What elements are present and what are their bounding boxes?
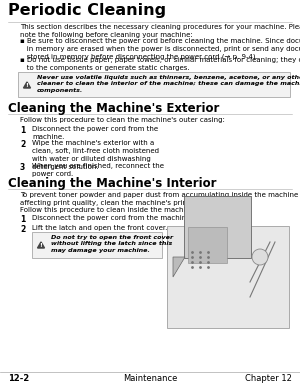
Text: Never use volatile liquids such as thinners, benzene, acetone, or any other chem: Never use volatile liquids such as thinn… — [37, 75, 300, 93]
Text: 1: 1 — [20, 126, 25, 135]
Text: ▪ Do not use tissue paper, paper towels, or similar materials for cleaning; they: ▪ Do not use tissue paper, paper towels,… — [20, 57, 300, 71]
Text: Periodic Cleaning: Periodic Cleaning — [8, 3, 166, 18]
Text: When you are finished, reconnect the
power cord.: When you are finished, reconnect the pow… — [32, 163, 164, 177]
Text: !: ! — [40, 244, 42, 249]
Text: Follow this procedure to clean the machine's outer casing:: Follow this procedure to clean the machi… — [20, 117, 225, 123]
Text: 12-2: 12-2 — [8, 374, 29, 383]
Text: Do not try to open the front cover
without lifting the latch since this
may dama: Do not try to open the front cover witho… — [51, 235, 173, 253]
Text: Follow this procedure to clean inside the machine:: Follow this procedure to clean inside th… — [20, 207, 197, 213]
Text: Disconnect the power cord from the
machine.: Disconnect the power cord from the machi… — [32, 126, 158, 140]
Polygon shape — [38, 242, 44, 248]
Text: 1: 1 — [20, 215, 25, 224]
Text: Lift the latch and open the front cover.: Lift the latch and open the front cover. — [32, 225, 167, 231]
Text: Wipe the machine's exterior with a
clean, soft, lint-free cloth moistened
with w: Wipe the machine's exterior with a clean… — [32, 140, 159, 170]
FancyBboxPatch shape — [167, 226, 289, 328]
FancyBboxPatch shape — [32, 232, 162, 258]
Text: !: ! — [26, 83, 29, 88]
FancyBboxPatch shape — [18, 72, 290, 97]
Text: ▪ Be sure to disconnect the power cord before cleaning the machine. Since docume: ▪ Be sure to disconnect the power cord b… — [20, 38, 300, 61]
Polygon shape — [23, 82, 31, 88]
Text: Maintenance: Maintenance — [123, 374, 177, 383]
Text: Cleaning the Machine's Interior: Cleaning the Machine's Interior — [8, 177, 217, 190]
FancyBboxPatch shape — [184, 196, 251, 258]
FancyBboxPatch shape — [188, 227, 226, 262]
Text: Cleaning the Machine's Exterior: Cleaning the Machine's Exterior — [8, 102, 219, 115]
Polygon shape — [173, 257, 185, 277]
Text: 2: 2 — [20, 225, 25, 234]
Circle shape — [252, 249, 268, 265]
Text: Disconnect the power cord from the machine.: Disconnect the power cord from the machi… — [32, 215, 193, 221]
Text: 2: 2 — [20, 140, 25, 149]
Text: Chapter 12: Chapter 12 — [245, 374, 292, 383]
Text: This section describes the necessary cleaning procedures for your machine. Pleas: This section describes the necessary cle… — [20, 24, 300, 38]
Text: To prevent toner powder and paper dust from accumulating inside the machine and
: To prevent toner powder and paper dust f… — [20, 192, 300, 206]
Text: 3: 3 — [20, 163, 25, 172]
